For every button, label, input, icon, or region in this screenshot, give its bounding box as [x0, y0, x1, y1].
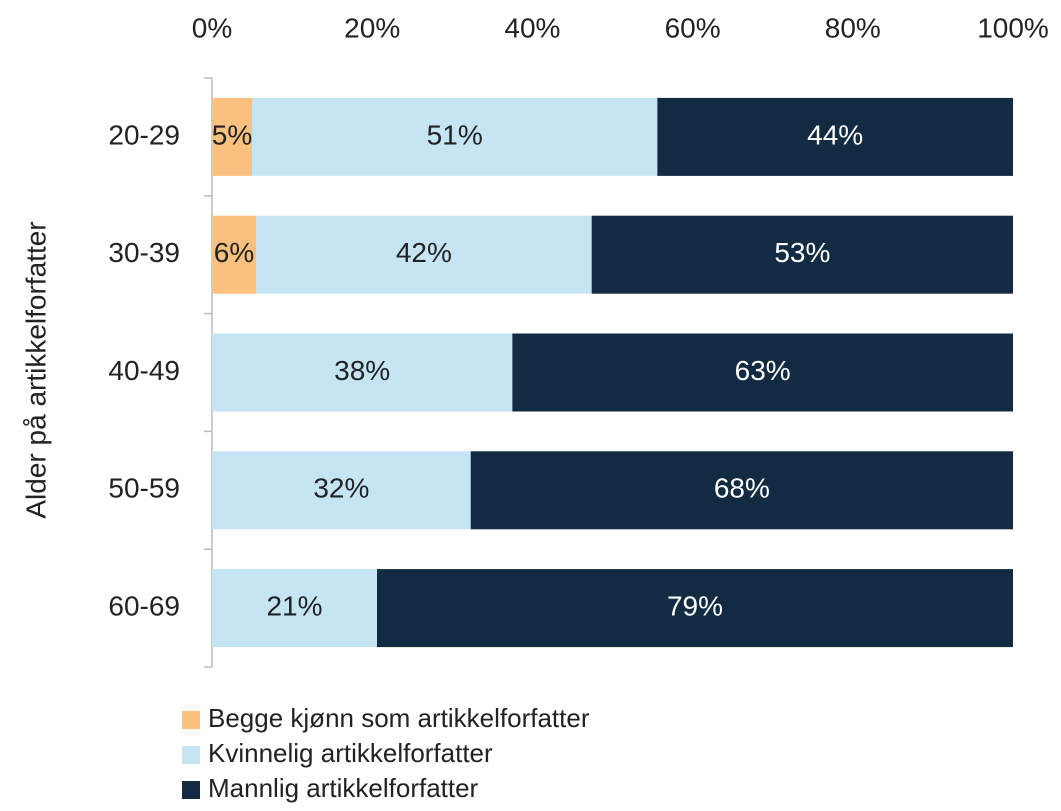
y-tick-label: 30-39 [108, 237, 180, 268]
x-tick-label: 80% [825, 12, 881, 43]
x-tick-label: 20% [344, 12, 400, 43]
bar-segment [212, 451, 471, 530]
y-tick-label: 60-69 [108, 590, 180, 621]
data-label: 68% [714, 473, 770, 504]
legend-label: Begge kjønn som artikkelforfatter [208, 703, 590, 733]
data-label: 44% [807, 119, 863, 150]
bar-segment [212, 215, 257, 294]
bar-segment [591, 215, 1013, 294]
bar-segment [256, 215, 592, 294]
legend-swatch [182, 746, 200, 764]
data-label: 6% [214, 237, 254, 268]
y-tick-label: 20-29 [108, 119, 180, 150]
x-tick-label: 0% [192, 12, 232, 43]
data-label: 79% [667, 590, 723, 621]
x-tick-label: 60% [665, 12, 721, 43]
y-tick-label: 50-59 [108, 473, 180, 504]
data-label: 63% [735, 355, 791, 386]
bar-segment [212, 569, 378, 648]
legend-swatch [182, 711, 200, 729]
legend-label: Kvinnelig artikkelforfatter [208, 738, 493, 768]
x-tick-label: 100% [977, 12, 1049, 43]
bar-segment [377, 569, 1014, 648]
bar-segment [470, 451, 1013, 530]
x-tick-label: 40% [504, 12, 560, 43]
data-label: 21% [266, 590, 322, 621]
data-label: 5% [212, 119, 252, 150]
data-label: 32% [313, 473, 369, 504]
y-tick-label: 40-49 [108, 355, 180, 386]
data-label: 51% [427, 119, 483, 150]
data-label: 42% [396, 237, 452, 268]
bar-segment [212, 333, 513, 412]
bar-segment [252, 97, 658, 176]
bar-segment [212, 97, 253, 176]
legend-label: Mannlig artikkelforfatter [208, 773, 479, 803]
y-axis-label: Alder på artikkelforfatter [20, 221, 51, 518]
bar-segment [512, 333, 1013, 412]
legend-swatch [182, 781, 200, 799]
data-label: 53% [774, 237, 830, 268]
bar-segment [657, 97, 1013, 176]
data-label: 38% [334, 355, 390, 386]
